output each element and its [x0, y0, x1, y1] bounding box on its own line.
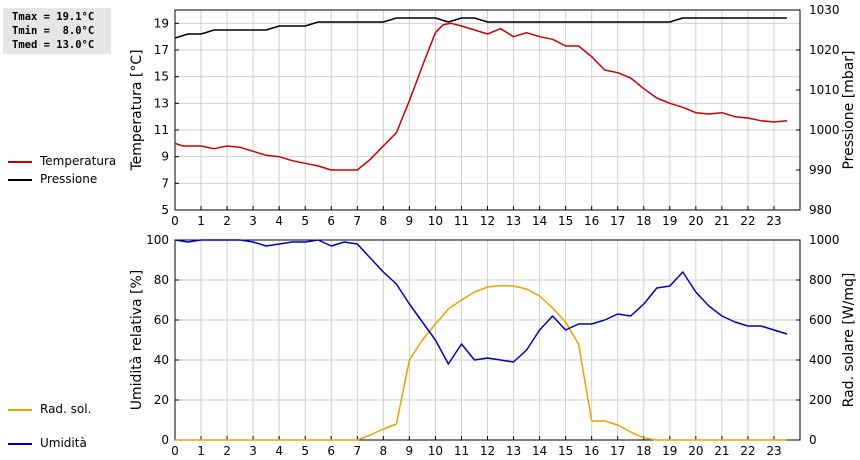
y-tick-label: 9 [161, 150, 169, 164]
y2-tick-label: 1010 [809, 83, 840, 97]
y-tick-label: 13 [154, 96, 169, 110]
y2-tick-label: 0 [809, 433, 817, 447]
series-line-temperatura [174, 22, 788, 171]
x-tick-label: 2 [223, 214, 231, 228]
x-tick-label: 8 [380, 444, 388, 458]
x-tick-label: 11 [454, 214, 469, 228]
stat-tmax: Tmax = 19.1°C [12, 11, 95, 23]
legend-label-umidita: Umidità [40, 436, 87, 450]
x-tick-label: 4 [275, 444, 283, 458]
x-tick-label: 7 [353, 444, 361, 458]
series-line-rad-sol [175, 284, 787, 441]
y2-tick-label: 1030 [809, 3, 840, 17]
y2-tick-label: 1000 [809, 233, 840, 247]
legend-item-umidita: Umidità [8, 436, 138, 452]
x-tick-label: 5 [301, 214, 309, 228]
y2-tick-label: 1000 [809, 123, 840, 137]
legend-item-temperatura: Temperatura [8, 154, 138, 170]
x-tick-label: 18 [636, 214, 651, 228]
x-tick-label: 19 [662, 444, 677, 458]
x-tick-label: 20 [688, 214, 703, 228]
x-tick-label: 18 [636, 444, 651, 458]
x-tick-label: 16 [584, 444, 599, 458]
y2-tick-label: 1020 [809, 43, 840, 57]
legend-swatch-rad-sol [8, 409, 32, 411]
x-tick-label: 21 [714, 444, 729, 458]
y2-axis-title: Pressione [mbar] [841, 50, 857, 169]
x-tick-label: 0 [171, 444, 179, 458]
y-tick-label: 11 [154, 123, 169, 137]
legend-label-temperatura: Temperatura [40, 154, 117, 168]
x-tick-label: 6 [327, 214, 335, 228]
x-tick-label: 20 [688, 444, 703, 458]
y2-tick-label: 600 [809, 313, 832, 327]
x-tick-label: 13 [506, 444, 521, 458]
x-tick-label: 12 [480, 444, 495, 458]
x-tick-label: 1 [197, 444, 205, 458]
legend-swatch-umidita [8, 443, 32, 445]
y-tick-label: 100 [146, 233, 169, 247]
y-tick-label: 5 [161, 203, 169, 217]
legend-label-pressione: Pressione [40, 172, 98, 186]
x-tick-label: 19 [662, 214, 677, 228]
x-tick-label: 1 [197, 214, 205, 228]
x-tick-label: 9 [406, 214, 414, 228]
y-tick-label: 60 [154, 313, 169, 327]
y-tick-label: 17 [154, 43, 169, 57]
x-tick-label: 17 [610, 214, 625, 228]
y2-tick-label: 200 [809, 393, 832, 407]
x-tick-label: 3 [249, 214, 257, 228]
x-tick-label: 4 [275, 214, 283, 228]
x-tick-label: 9 [406, 444, 414, 458]
y-axis-title: Temperatura [°C] [129, 49, 145, 171]
legend-label-rad-sol: Rad. sol. [40, 402, 92, 416]
x-tick-label: 23 [766, 444, 781, 458]
legend-swatch-temperatura [8, 161, 32, 163]
x-tick-label: 15 [558, 214, 573, 228]
x-tick-label: 14 [532, 444, 547, 458]
x-tick-label: 3 [249, 444, 257, 458]
y-tick-label: 7 [161, 176, 169, 190]
y-tick-label: 0 [161, 433, 169, 447]
y2-tick-label: 980 [809, 203, 832, 217]
y2-tick-label: 990 [809, 163, 832, 177]
legend-swatch-pressione [8, 179, 32, 181]
x-tick-label: 22 [740, 214, 755, 228]
x-tick-label: 5 [301, 444, 309, 458]
y2-tick-label: 400 [809, 353, 832, 367]
y-tick-label: 19 [154, 16, 169, 30]
x-tick-label: 22 [740, 444, 755, 458]
y-tick-label: 20 [154, 393, 169, 407]
x-tick-label: 13 [506, 214, 521, 228]
x-tick-label: 23 [766, 214, 781, 228]
x-tick-label: 16 [584, 214, 599, 228]
y-tick-label: 80 [154, 273, 169, 287]
y2-tick-label: 800 [809, 273, 832, 287]
x-tick-label: 8 [380, 214, 388, 228]
x-tick-label: 15 [558, 444, 573, 458]
legend-item-pressione: Pressione [8, 172, 138, 188]
y-tick-label: 40 [154, 353, 169, 367]
stats-box: Tmax = 19.1°C Tmin = 8.0°C Tmed = 13.0°C [3, 8, 111, 54]
series-line-pressione [174, 17, 787, 39]
stat-tmed: Tmed = 13.0°C [12, 39, 95, 51]
legend-item-rad-sol: Rad. sol. [8, 402, 138, 418]
series-line-umidit [174, 239, 788, 365]
x-tick-label: 17 [610, 444, 625, 458]
x-tick-label: 10 [428, 214, 443, 228]
x-tick-label: 6 [327, 444, 335, 458]
x-tick-label: 11 [454, 444, 469, 458]
y-tick-label: 15 [154, 70, 169, 84]
x-tick-label: 21 [714, 214, 729, 228]
y2-axis-title: Rad. solare [W/mq] [841, 273, 857, 408]
y-axis-title: Umidità relativa [%] [129, 270, 145, 411]
stat-tmin: Tmin = 8.0°C [12, 25, 95, 37]
x-tick-label: 0 [171, 214, 179, 228]
x-tick-label: 14 [532, 214, 547, 228]
x-tick-label: 12 [480, 214, 495, 228]
x-tick-label: 10 [428, 444, 443, 458]
x-tick-label: 7 [353, 214, 361, 228]
x-tick-label: 2 [223, 444, 231, 458]
